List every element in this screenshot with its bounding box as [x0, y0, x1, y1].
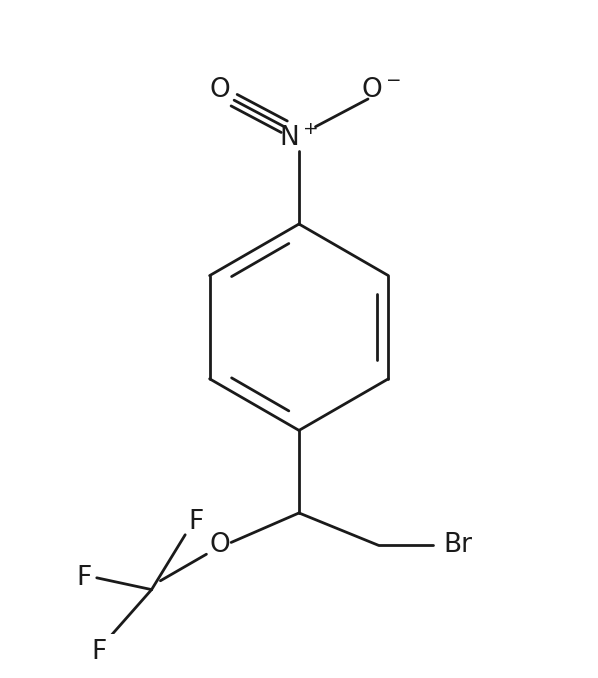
Text: N$^+$: N$^+$ — [279, 125, 319, 152]
Text: Br: Br — [444, 532, 472, 559]
Text: O: O — [209, 532, 230, 559]
Text: O$^-$: O$^-$ — [361, 77, 402, 102]
Text: F: F — [91, 639, 106, 664]
Text: O: O — [209, 77, 230, 102]
Text: F: F — [76, 565, 91, 591]
Text: F: F — [188, 508, 203, 535]
